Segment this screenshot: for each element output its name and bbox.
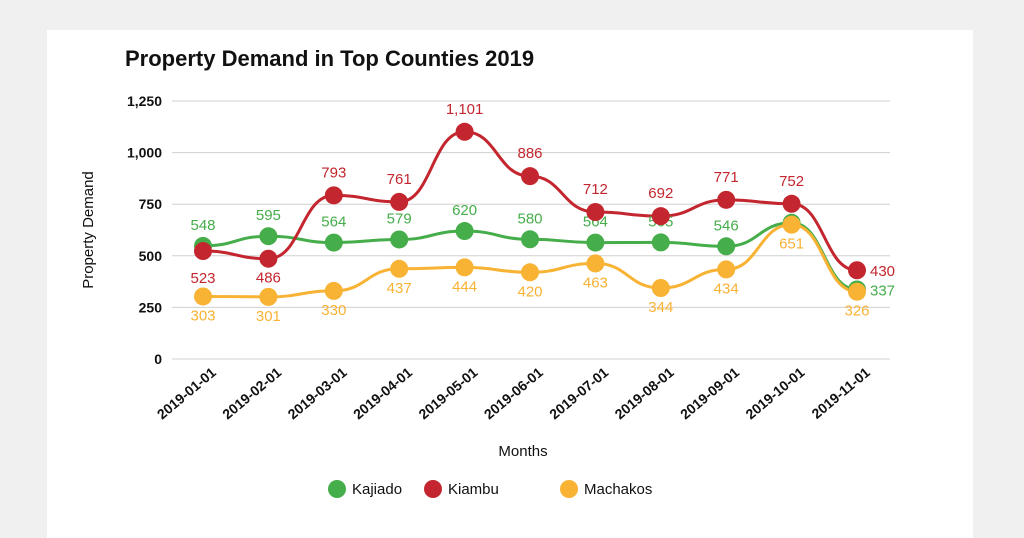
x-tick-label: 2019-10-01 xyxy=(742,364,807,422)
legend-marker xyxy=(328,480,346,498)
legend-marker xyxy=(560,480,578,498)
data-point-kiambu[interactable] xyxy=(717,190,736,209)
y-tick-label: 1,000 xyxy=(127,145,162,161)
data-label-kiambu: 771 xyxy=(714,169,739,186)
data-point-machakos[interactable] xyxy=(717,260,736,279)
data-point-kiambu[interactable] xyxy=(324,186,343,205)
legend-label: Machakos xyxy=(584,481,652,498)
legend-item-kajiado[interactable]: Kajiado xyxy=(328,480,402,498)
y-tick-label: 750 xyxy=(139,196,163,212)
data-label-machakos: 344 xyxy=(648,299,673,316)
data-label-kiambu: 692 xyxy=(648,185,673,202)
y-tick-label: 250 xyxy=(139,299,163,315)
data-point-machakos[interactable] xyxy=(324,281,343,300)
data-label-kajiado: 579 xyxy=(387,210,412,227)
data-label-kiambu: 761 xyxy=(387,171,412,188)
data-point-kiambu[interactable] xyxy=(259,249,278,268)
data-point-machakos[interactable] xyxy=(259,287,278,306)
data-point-kajiado[interactable] xyxy=(586,233,605,252)
data-label-kiambu: 486 xyxy=(256,270,281,287)
data-point-kiambu[interactable] xyxy=(390,192,409,211)
legend-marker xyxy=(424,480,442,498)
x-tick-label: 2019-03-01 xyxy=(285,364,350,422)
legend-label: Kiambu xyxy=(448,481,499,498)
data-label-kiambu: 752 xyxy=(779,173,804,190)
x-tick-label: 2019-02-01 xyxy=(219,364,284,422)
data-point-kiambu[interactable] xyxy=(848,261,866,280)
data-label-machakos: 651 xyxy=(779,236,804,253)
data-point-kajiado[interactable] xyxy=(717,237,736,256)
data-point-kiambu[interactable] xyxy=(651,207,670,226)
data-label-kiambu: 886 xyxy=(517,145,542,162)
data-point-kajiado[interactable] xyxy=(324,233,343,252)
data-label-kajiado: 548 xyxy=(190,217,215,234)
x-tick-label: 2019-06-01 xyxy=(481,364,546,422)
x-axis-label: Months xyxy=(498,443,547,460)
chart-title: Property Demand in Top Counties 2019 xyxy=(125,46,534,71)
data-point-kiambu[interactable] xyxy=(455,122,474,141)
x-tick-label: 2019-01-01 xyxy=(154,364,219,422)
data-point-machakos[interactable] xyxy=(390,259,409,278)
chart-card xyxy=(47,30,973,538)
data-label-machakos: 301 xyxy=(256,308,281,325)
y-tick-label: 1,250 xyxy=(127,93,162,109)
data-label-kajiado: 546 xyxy=(714,217,739,234)
y-tick-label: 500 xyxy=(139,248,163,264)
data-point-kajiado[interactable] xyxy=(390,230,409,249)
data-label-kajiado: 580 xyxy=(517,210,542,227)
y-tick-label: 0 xyxy=(154,351,162,367)
data-label-kajiado: 337 xyxy=(870,282,895,299)
legend-item-machakos[interactable]: Machakos xyxy=(560,480,652,498)
data-label-machakos: 330 xyxy=(321,302,346,319)
data-point-kiambu[interactable] xyxy=(521,167,539,186)
data-label-kajiado: 595 xyxy=(256,207,281,224)
data-label-kajiado: 620 xyxy=(452,202,477,219)
data-point-machakos[interactable] xyxy=(194,287,212,306)
data-label-kiambu: 430 xyxy=(870,263,895,280)
series-line-machakos xyxy=(202,223,858,299)
data-point-machakos[interactable] xyxy=(586,254,605,273)
data-label-machakos: 463 xyxy=(583,274,608,291)
data-point-kajiado[interactable] xyxy=(651,233,670,252)
data-point-kajiado[interactable] xyxy=(259,227,278,246)
data-label-kiambu: 523 xyxy=(190,270,215,287)
data-label-kiambu: 712 xyxy=(583,181,608,198)
y-axis-label: Property Demand xyxy=(80,171,97,289)
data-label-machakos: 444 xyxy=(452,278,477,295)
data-point-machakos[interactable] xyxy=(455,258,474,277)
data-point-kiambu[interactable] xyxy=(586,203,605,222)
series-line-kajiado xyxy=(202,221,858,291)
data-point-kajiado[interactable] xyxy=(455,222,474,241)
data-label-kiambu: 793 xyxy=(321,164,346,181)
x-tick-label: 2019-07-01 xyxy=(546,364,611,422)
legend-label: Kajiado xyxy=(352,481,402,498)
data-label-machakos: 434 xyxy=(714,280,739,297)
x-tick-label: 2019-08-01 xyxy=(612,364,677,422)
data-label-machakos: 420 xyxy=(517,283,542,300)
x-tick-label: 2019-05-01 xyxy=(415,364,480,422)
x-tick-label: 2019-09-01 xyxy=(677,364,742,422)
data-point-machakos[interactable] xyxy=(782,215,801,234)
data-point-kiambu[interactable] xyxy=(782,194,801,213)
x-tick-label: 2019-04-01 xyxy=(350,364,415,422)
data-point-machakos[interactable] xyxy=(848,282,866,301)
data-label-machakos: 437 xyxy=(387,280,412,297)
legend-item-kiambu[interactable]: Kiambu xyxy=(424,480,499,498)
data-label-kajiado: 564 xyxy=(321,214,346,231)
data-label-kiambu: 1,101 xyxy=(446,101,484,118)
data-point-kajiado[interactable] xyxy=(521,230,539,249)
data-label-machakos: 326 xyxy=(844,303,869,320)
data-label-machakos: 303 xyxy=(190,307,215,324)
data-point-kiambu[interactable] xyxy=(194,242,212,261)
x-tick-label: 2019-11-01 xyxy=(808,364,873,422)
data-point-machakos[interactable] xyxy=(521,263,539,282)
data-point-machakos[interactable] xyxy=(651,278,670,297)
